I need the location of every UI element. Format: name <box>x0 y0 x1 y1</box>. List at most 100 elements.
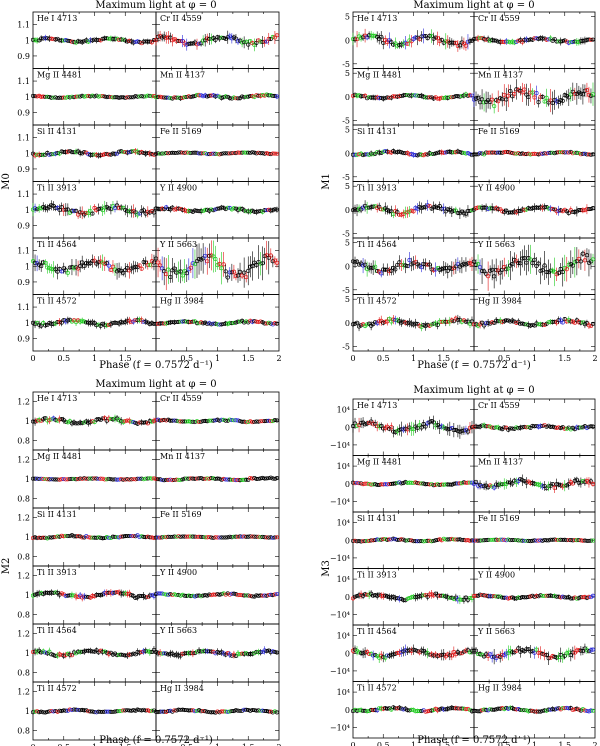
data-point <box>209 593 214 598</box>
data-point <box>518 321 523 326</box>
data-point <box>423 482 428 487</box>
data-point <box>43 206 48 211</box>
data-point <box>409 321 414 326</box>
data-point <box>100 152 105 157</box>
data-point <box>86 648 91 653</box>
data-point <box>550 150 555 155</box>
data-point <box>199 209 204 214</box>
data-point <box>235 418 241 423</box>
y-tick-label: 0 <box>345 480 350 489</box>
data-point <box>252 651 257 656</box>
data-point <box>350 152 356 157</box>
data-point <box>566 150 571 155</box>
data-point <box>164 418 169 423</box>
x-tick-label: 0 <box>30 354 35 363</box>
data-point <box>121 591 126 596</box>
data-point <box>389 268 394 273</box>
data-point <box>59 417 64 422</box>
data-point <box>554 98 559 104</box>
data-point <box>548 36 553 41</box>
block-m0-panel-8: 0.911.1Ti II 4564 <box>17 237 157 295</box>
data-point <box>256 476 261 482</box>
data-point <box>197 476 202 481</box>
data-point <box>137 263 142 268</box>
data-point <box>274 710 280 715</box>
block-m3-panel-1: Cr II 4559 <box>471 398 596 456</box>
data-point <box>115 269 120 274</box>
data-point <box>199 594 204 599</box>
data-point <box>473 424 479 429</box>
data-point <box>387 316 392 322</box>
data-point <box>225 418 230 423</box>
data-point <box>119 149 124 154</box>
data-point <box>494 318 499 323</box>
data-point <box>233 592 239 597</box>
data-point <box>538 205 543 210</box>
data-point <box>540 151 545 156</box>
data-point <box>506 39 511 44</box>
data-point <box>393 94 398 99</box>
data-point <box>268 321 273 326</box>
line-label: Y II 4900 <box>477 184 515 193</box>
data-point <box>558 98 563 103</box>
data-point <box>395 43 400 48</box>
data-point <box>153 709 159 714</box>
data-point <box>115 320 120 326</box>
data-point <box>186 419 191 424</box>
y-tick-label: 1 <box>25 262 30 271</box>
data-point <box>578 91 583 96</box>
data-point <box>480 151 485 156</box>
data-point <box>117 205 122 210</box>
data-point <box>492 104 497 109</box>
data-point <box>552 319 557 324</box>
data-point <box>117 149 122 154</box>
data-point <box>160 535 165 540</box>
data-point <box>160 95 165 100</box>
data-point <box>125 477 130 482</box>
data-point <box>86 152 91 157</box>
data-point <box>383 319 388 324</box>
y-tick-label: 0 <box>345 536 350 545</box>
data-point <box>35 418 40 423</box>
data-point <box>47 709 52 714</box>
data-point <box>137 593 142 598</box>
data-point <box>211 476 216 481</box>
data-point <box>94 261 99 266</box>
data-point <box>473 206 479 211</box>
data-point <box>419 34 424 39</box>
data-point <box>514 480 519 485</box>
data-point <box>108 535 113 541</box>
data-point <box>127 418 132 423</box>
data-point <box>153 206 159 211</box>
data-point <box>92 420 97 425</box>
data-point <box>201 649 206 654</box>
data-point <box>201 209 206 214</box>
data-point <box>574 150 579 155</box>
data-point <box>264 39 269 44</box>
data-point <box>240 273 245 278</box>
data-point <box>391 149 396 154</box>
data-point <box>566 40 571 45</box>
data-point <box>88 321 93 326</box>
data-point <box>429 95 434 100</box>
data-point <box>88 709 93 714</box>
data-point <box>174 652 179 657</box>
y-tick-label: 1.2 <box>17 688 30 697</box>
data-point <box>403 263 408 268</box>
data-point <box>264 476 269 481</box>
data-point <box>500 150 505 155</box>
data-point <box>363 539 368 544</box>
data-point <box>209 151 214 156</box>
data-point <box>166 35 171 40</box>
data-point <box>496 483 501 488</box>
data-point <box>361 482 366 487</box>
data-point <box>96 37 101 42</box>
data-point <box>110 534 116 539</box>
data-point <box>65 38 70 43</box>
data-point <box>570 89 575 94</box>
data-point <box>47 591 52 596</box>
data-point <box>401 262 406 268</box>
data-point <box>92 649 97 654</box>
data-point <box>147 419 152 424</box>
data-point <box>153 592 159 597</box>
